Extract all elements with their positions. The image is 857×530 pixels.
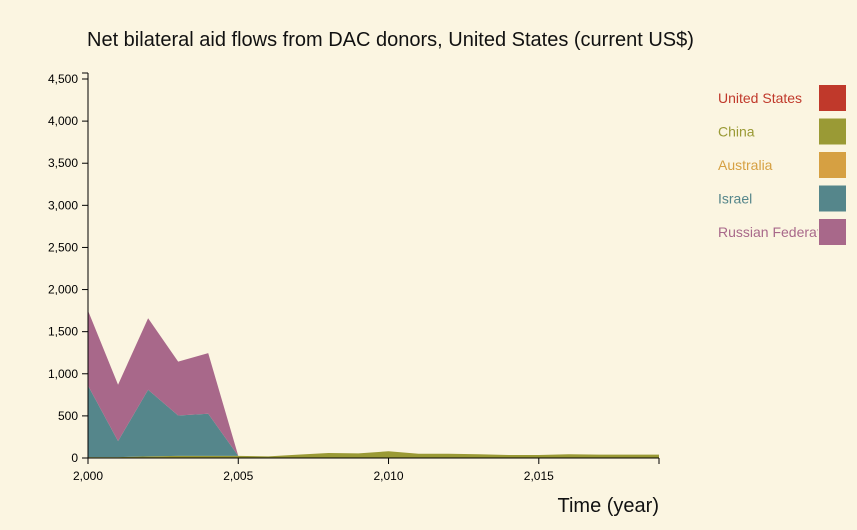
- y-tick-label: 3,500: [48, 156, 78, 170]
- area-israel: [88, 385, 659, 458]
- area-china: [88, 451, 659, 458]
- x-tick-label: 2,000: [73, 469, 103, 483]
- y-tick-label: 2,500: [48, 240, 78, 254]
- legend-swatch-china: [819, 118, 846, 145]
- y-tick-label: 500: [58, 409, 78, 423]
- y-axis: 0 500 1,000 1,500 2,000 2,500 3,000 3,500 4,000 4…: [48, 72, 89, 465]
- y-tick-label: 1,000: [48, 367, 78, 381]
- legend-labels: United States China Australia Israel Russian…: [718, 90, 839, 240]
- legend-swatch-australia: [819, 152, 846, 178]
- y-tick-label: 3,000: [48, 198, 78, 212]
- legend-label-israel: Israel: [718, 191, 752, 207]
- y-tick-label: 0: [71, 451, 78, 465]
- area-russian-federation: [88, 310, 659, 457]
- legend-label-united-states: United States: [718, 90, 802, 106]
- y-tick-label: 1,500: [48, 325, 78, 339]
- x-axis-label: Time (year): [558, 495, 659, 517]
- legend: United States China Australia Israel Russian…: [718, 85, 846, 245]
- legend-swatch-israel: [819, 185, 846, 212]
- x-axis: 2,000 2,005 2,010 2,015: [73, 457, 660, 483]
- chart-title: Net bilateral aid flows from DAC donors,…: [87, 29, 694, 51]
- legend-label-china: China: [718, 124, 755, 140]
- area-layer: [88, 310, 659, 458]
- x-tick-label: 2,010: [374, 469, 404, 483]
- legend-swatch-russian-federation: [819, 219, 846, 245]
- y-tick-label: 2,000: [48, 283, 78, 297]
- legend-label-australia: Australia: [718, 157, 773, 173]
- x-tick-label: 2,015: [524, 469, 554, 483]
- y-tick-label: 4,500: [48, 72, 78, 86]
- legend-label-russian-federation: Russian Federation: [718, 224, 839, 240]
- x-tick-label: 2,005: [223, 469, 253, 483]
- y-tick-label: 4,000: [48, 114, 78, 128]
- legend-swatch-united-states: [819, 85, 846, 111]
